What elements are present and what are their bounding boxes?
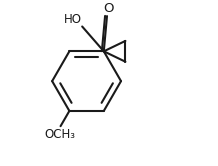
Text: OCH₃: OCH₃	[44, 128, 75, 141]
Text: HO: HO	[63, 13, 81, 26]
Text: O: O	[103, 2, 114, 15]
